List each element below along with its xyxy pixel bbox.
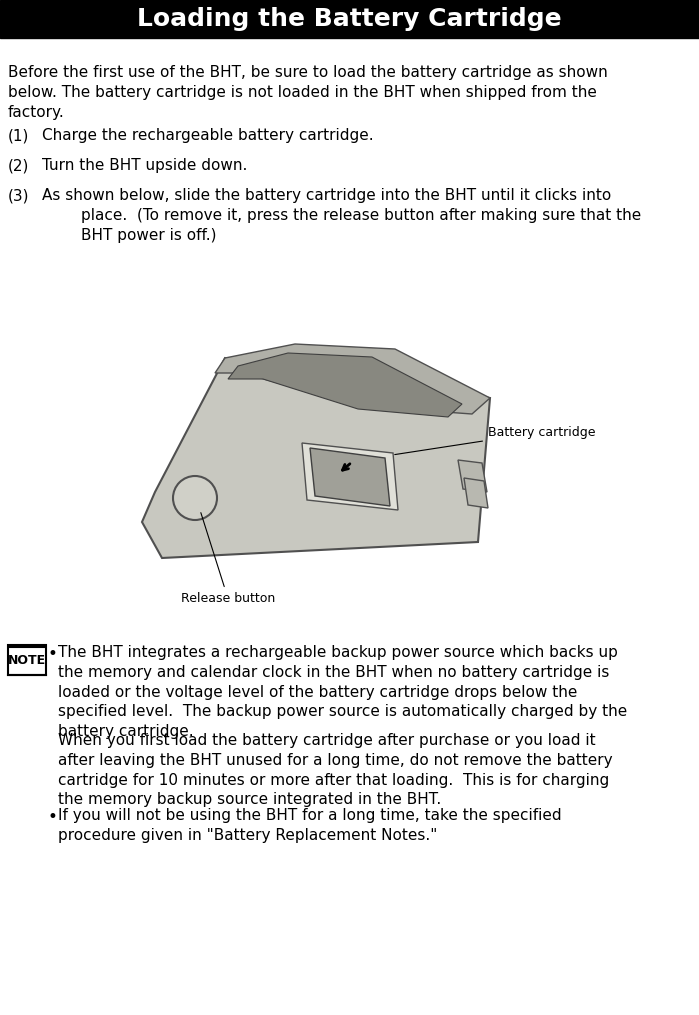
Polygon shape [464,478,488,508]
Polygon shape [302,443,398,510]
Text: (2): (2) [8,158,29,173]
Text: Release button: Release button [181,513,275,605]
Text: Turn the BHT upside down.: Turn the BHT upside down. [42,158,247,173]
Text: Loading the Battery Cartridge: Loading the Battery Cartridge [137,7,562,31]
Text: As shown below, slide the battery cartridge into the BHT until it clicks into
  : As shown below, slide the battery cartri… [42,188,641,243]
Bar [0,0,699,38]
Text: (1): (1) [8,128,29,143]
Text: The BHT integrates a rechargeable backup power source which backs up
the memory : The BHT integrates a rechargeable backup… [58,645,627,739]
Polygon shape [142,358,490,558]
Text: Battery cartridge: Battery cartridge [395,425,596,455]
Circle shape [173,476,217,520]
Polygon shape [458,460,487,492]
Text: When you first load the battery cartridge after purchase or you load it
after le: When you first load the battery cartridg… [58,733,612,807]
Text: (3): (3) [8,188,29,203]
Polygon shape [228,353,462,417]
Text: •: • [48,645,58,663]
Polygon shape [215,344,490,414]
Polygon shape [310,448,390,506]
Text: If you will not be using the BHT for a long time, take the specified
procedure g: If you will not be using the BHT for a l… [58,808,561,842]
Text: NOTE: NOTE [8,654,46,667]
Text: Charge the rechargeable battery cartridge.: Charge the rechargeable battery cartridg… [42,128,374,143]
Bar [8,647,46,675]
Text: Before the first use of the BHT, be sure to load the battery cartridge as shown
: Before the first use of the BHT, be sure… [8,65,607,120]
Text: •: • [48,808,58,826]
